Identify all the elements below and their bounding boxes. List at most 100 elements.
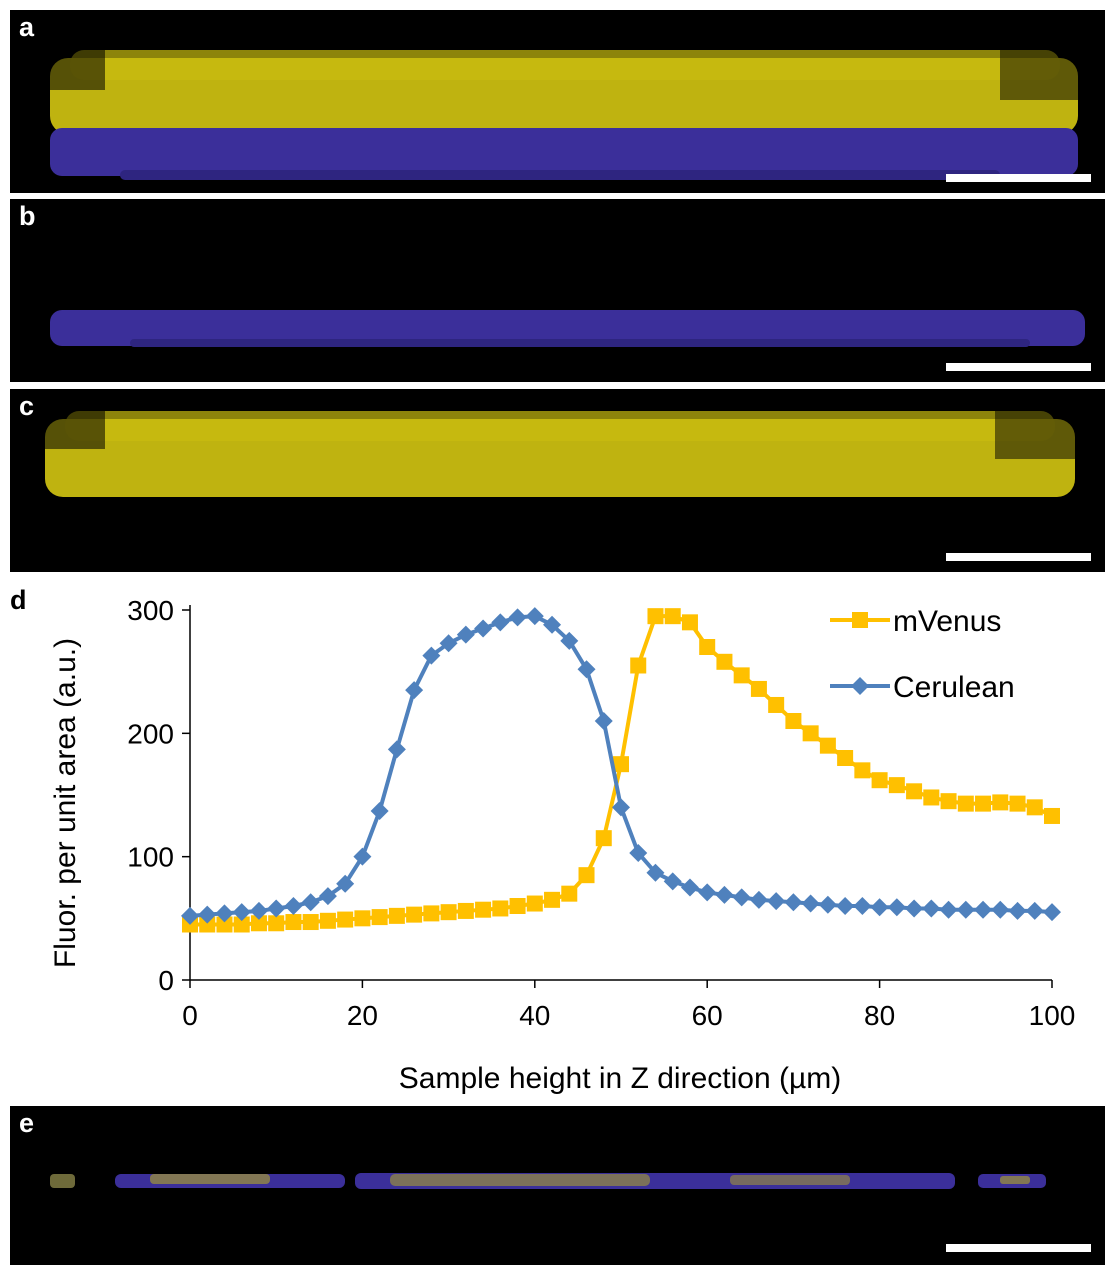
data-point-cerulean <box>698 883 717 902</box>
data-point-mvenus <box>837 750 854 766</box>
data-point-mvenus <box>423 905 440 922</box>
panel-a-yellow-layer <box>10 10 1080 134</box>
panel-c-scale-bar <box>946 553 1091 561</box>
x-tick-label: 40 <box>519 1000 550 1031</box>
x-tick-label: 100 <box>1029 1000 1076 1031</box>
panel-e-mixed-layer <box>50 1173 1046 1189</box>
panel-c-micrograph <box>10 389 1075 497</box>
panel-b-label: b <box>19 201 36 231</box>
data-point-cerulean <box>612 798 630 817</box>
data-point-cerulean <box>232 903 251 922</box>
data-point-mvenus <box>854 762 871 779</box>
data-point-mvenus <box>906 783 923 800</box>
data-point-mvenus <box>268 915 285 932</box>
data-point-mvenus <box>888 777 905 794</box>
data-point-cerulean <box>870 898 889 917</box>
legend-marker-mvenus <box>852 612 868 628</box>
data-point-cerulean <box>715 885 734 904</box>
data-point-cerulean <box>1025 901 1044 920</box>
panel-b-image: b <box>10 199 1105 382</box>
data-point-mvenus <box>440 904 457 921</box>
legend-label-cerulean: Cerulean <box>893 671 1015 704</box>
panel-e-scale-bar <box>946 1244 1091 1252</box>
data-point-mvenus <box>388 907 405 924</box>
data-point-cerulean <box>491 613 510 632</box>
data-point-cerulean <box>405 681 424 700</box>
panel-a-blue-layer <box>50 128 1078 180</box>
x-tick-label: 60 <box>692 1000 723 1031</box>
data-point-mvenus <box>871 772 888 789</box>
data-point-mvenus <box>406 906 423 923</box>
panel-c-yellow-layer <box>10 389 1075 497</box>
data-point-mvenus <box>768 696 785 713</box>
data-point-cerulean <box>301 893 320 912</box>
data-point-mvenus <box>613 756 629 773</box>
panel-b-blue-layer <box>50 310 1085 347</box>
data-point-mvenus <box>509 898 526 914</box>
data-point-mvenus <box>337 911 354 928</box>
data-point-mvenus <box>957 795 974 812</box>
panel-a-micrograph <box>10 10 1080 180</box>
panel-a-image: a <box>10 10 1105 193</box>
data-point-cerulean <box>732 888 751 907</box>
panel-e-micrograph <box>50 1173 1046 1189</box>
fluorescence-profile-chart: 0 100 200 300 0 20 40 60 80 100 mVenus Cerulean Sa… <box>49 595 1075 1095</box>
data-point-mvenus <box>750 680 767 697</box>
data-point-cerulean <box>939 900 958 919</box>
data-point-mvenus <box>302 914 319 931</box>
data-point-cerulean <box>198 905 217 924</box>
data-point-cerulean <box>887 898 906 917</box>
data-point-cerulean <box>560 631 579 650</box>
data-point-mvenus <box>630 657 647 674</box>
panel-d-label: d <box>10 585 27 615</box>
panel-c-image: c <box>10 389 1105 572</box>
panel-b-scale-bar <box>946 363 1091 371</box>
chart-legend: mVenus Cerulean <box>830 605 1015 704</box>
data-point-cerulean <box>956 900 975 919</box>
data-point-cerulean <box>456 625 475 644</box>
panel-a-scale-bar <box>946 174 1091 182</box>
data-point-cerulean <box>267 899 286 918</box>
data-point-cerulean <box>249 901 268 920</box>
data-point-mvenus <box>285 914 302 931</box>
data-point-cerulean <box>422 646 441 665</box>
data-point-mvenus <box>492 900 509 917</box>
legend-label-mvenus: mVenus <box>893 605 1001 638</box>
data-point-mvenus <box>716 653 733 670</box>
data-point-cerulean <box>594 712 613 730</box>
data-point-cerulean <box>577 660 596 679</box>
panel-e-image: e <box>10 1106 1105 1265</box>
x-tick-label: 0 <box>182 1000 198 1031</box>
data-point-cerulean <box>353 847 372 866</box>
chart-axes: 0 100 200 300 0 20 40 60 80 100 <box>127 595 1075 1031</box>
data-point-cerulean <box>629 843 648 862</box>
y-tick-label: 100 <box>127 842 174 873</box>
data-point-mvenus <box>595 830 612 847</box>
data-point-cerulean <box>853 897 872 915</box>
data-point-mvenus <box>785 713 802 729</box>
data-point-cerulean <box>181 906 199 925</box>
data-point-mvenus <box>371 909 388 926</box>
data-point-mvenus <box>526 895 543 912</box>
data-point-mvenus <box>1026 799 1043 816</box>
legend-marker-cerulean <box>851 677 869 695</box>
data-point-mvenus <box>199 916 216 933</box>
data-point-mvenus <box>664 608 681 625</box>
data-point-mvenus <box>544 891 561 908</box>
y-axis-label: Fluor. per unit area (a.u.) <box>49 638 82 968</box>
data-point-mvenus <box>733 667 750 684</box>
data-point-cerulean <box>336 874 355 893</box>
data-point-cerulean <box>784 893 803 912</box>
data-point-mvenus <box>819 737 836 754</box>
data-point-cerulean <box>474 619 493 638</box>
data-point-cerulean <box>801 894 820 913</box>
data-point-mvenus <box>923 789 940 806</box>
data-point-mvenus <box>233 916 250 933</box>
data-point-cerulean <box>749 890 768 909</box>
data-point-mvenus <box>216 916 233 933</box>
data-point-mvenus <box>975 795 992 812</box>
x-axis-label: Sample height in Z direction (µm) <box>399 1062 841 1095</box>
data-point-cerulean <box>439 634 458 653</box>
data-point-mvenus <box>319 912 336 929</box>
panel-b-micrograph <box>50 310 1085 347</box>
